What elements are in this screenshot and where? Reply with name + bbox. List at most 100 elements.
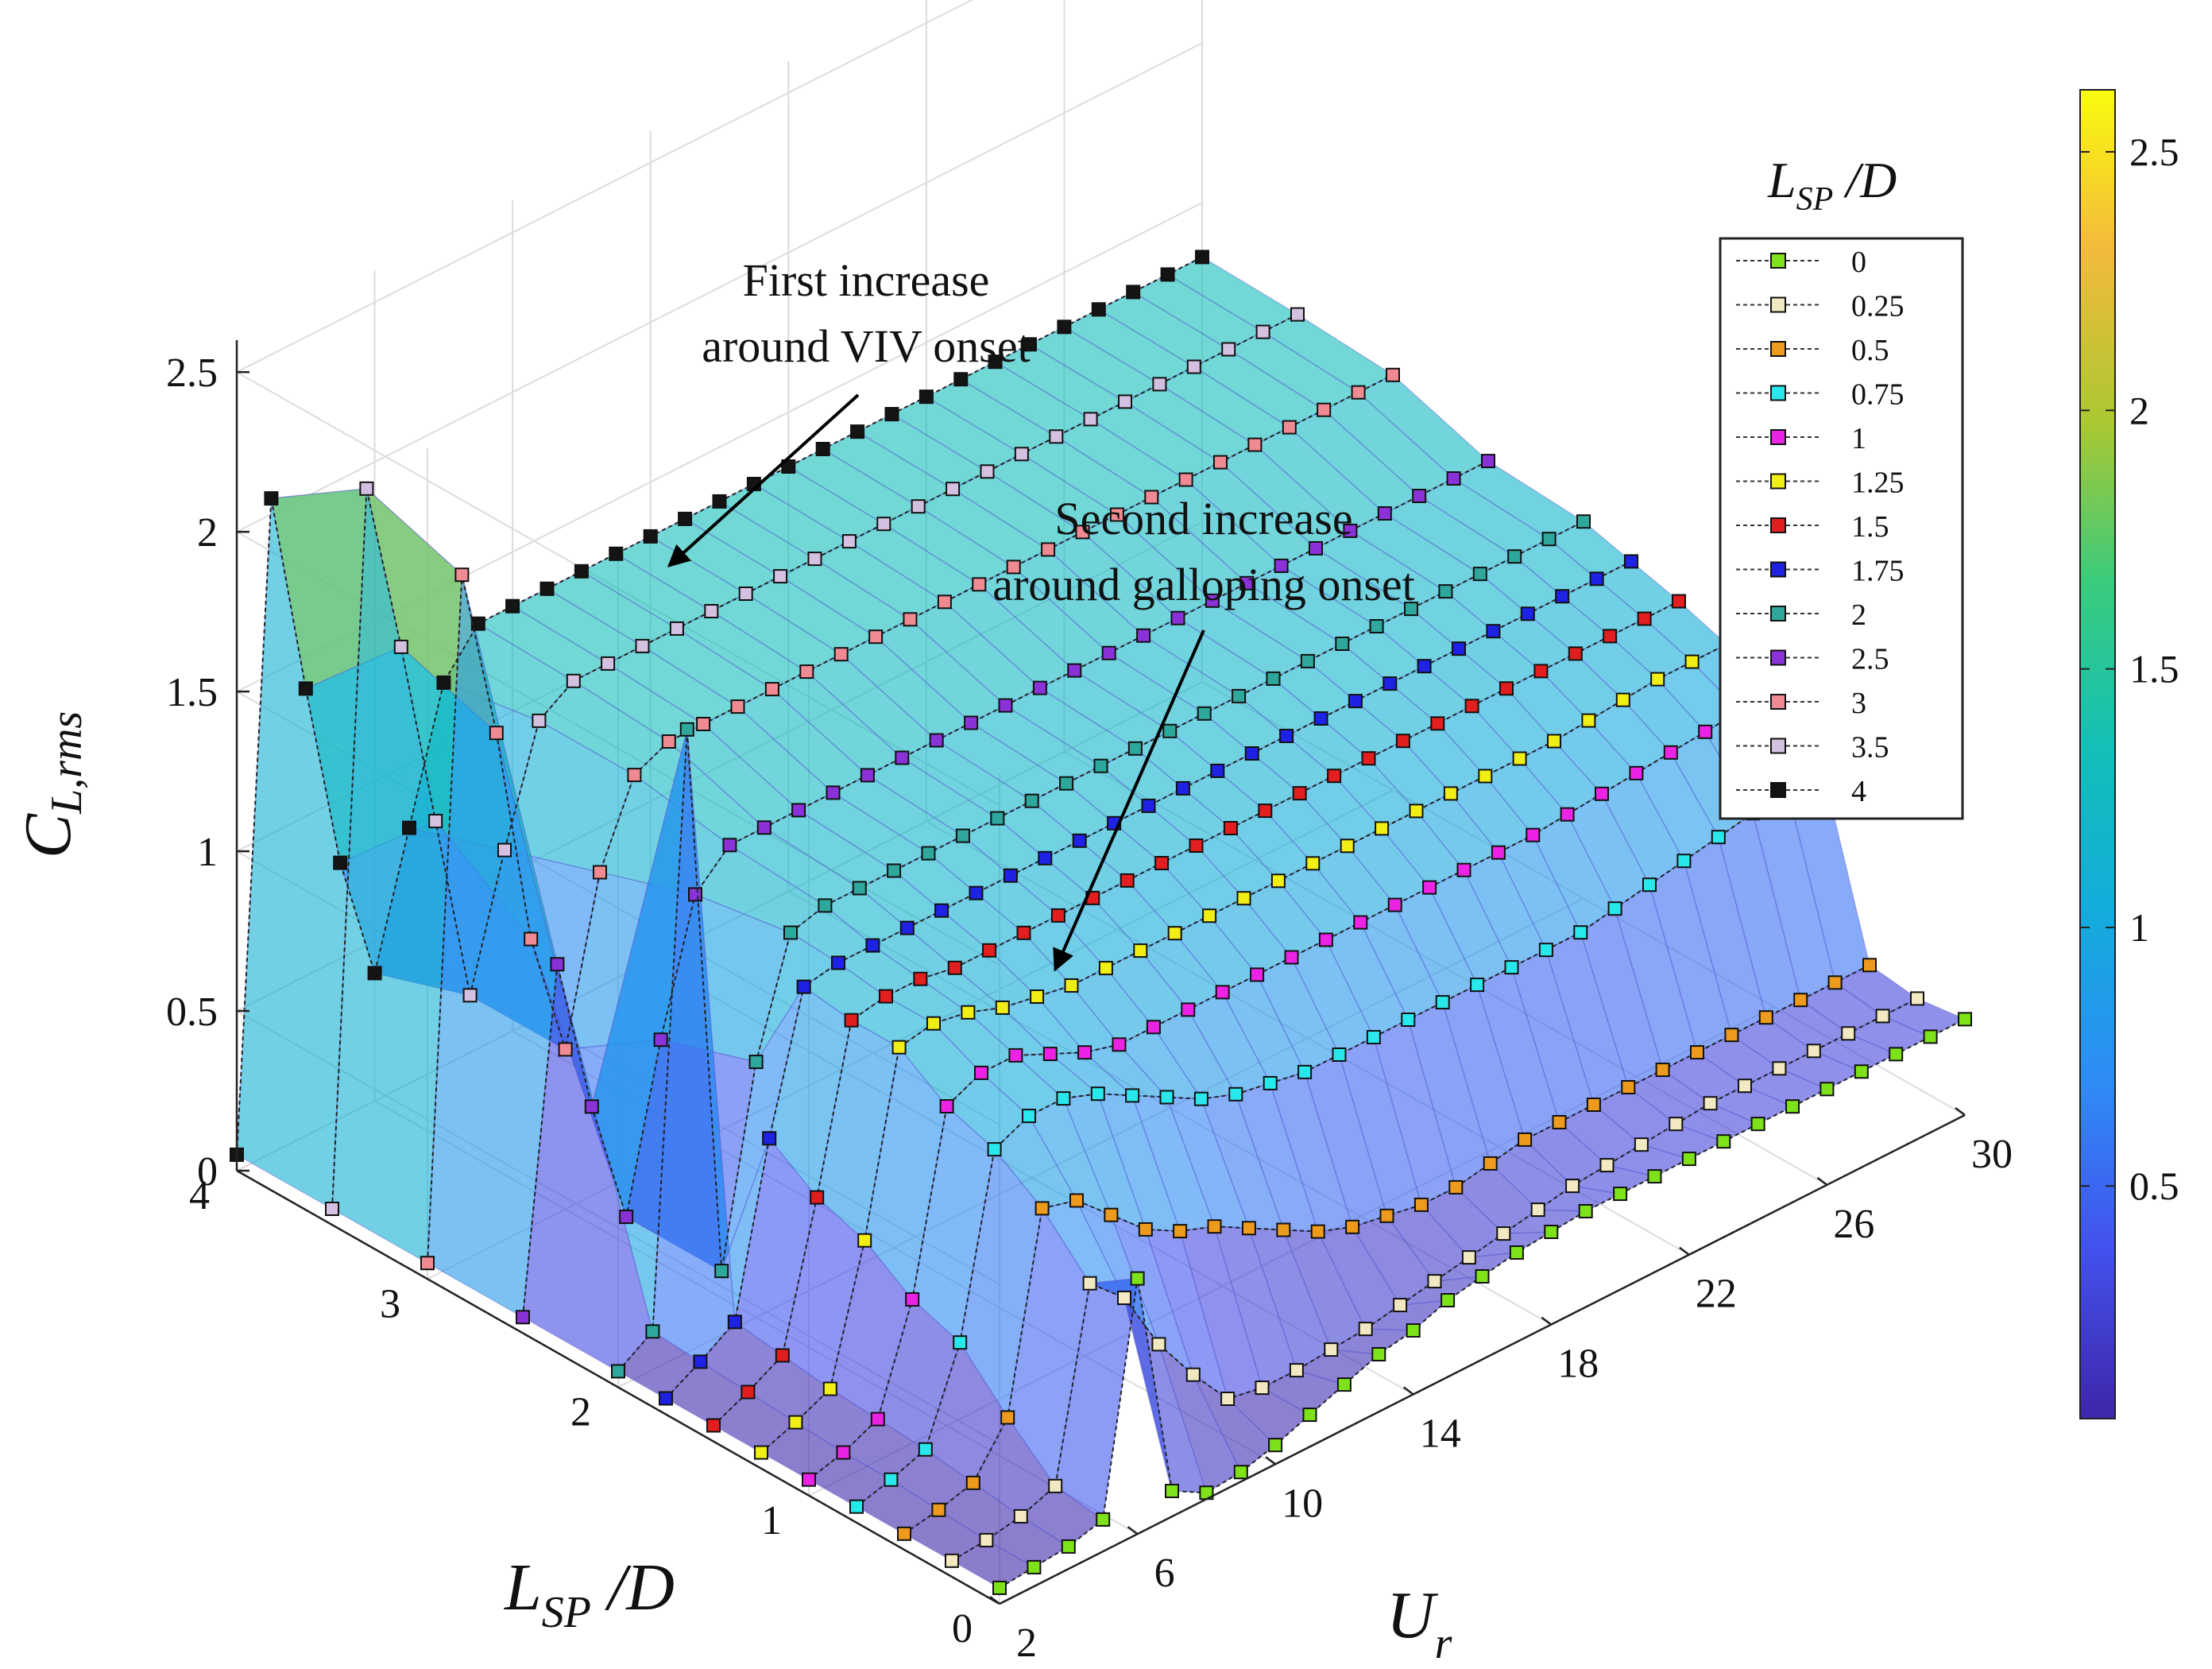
data-point [402,820,416,835]
legend-marker [1770,341,1786,357]
y-tick-label: 0 [952,1606,973,1652]
legend-title-suffix: /D [1833,152,1897,208]
data-point [852,881,867,896]
data-point [367,966,382,981]
data-point [836,1445,851,1460]
legend-label: 2 [1851,598,1866,632]
data-point [550,957,565,972]
data-point [1112,1037,1127,1052]
y-axis-label-suffix: /D [591,1551,675,1624]
data-point [802,1472,816,1487]
data-point [1263,1075,1278,1090]
data-point [1207,1219,1222,1234]
data-point [1057,319,1072,335]
data-point [964,715,979,730]
data-point [879,989,893,1004]
z-tick-label: 0.5 [166,989,218,1035]
data-point [1345,1219,1360,1234]
y-tick-label: 2 [570,1390,591,1435]
data-point [489,726,504,741]
series-line-2.5 [522,460,1489,1318]
data-point [1061,1539,1076,1554]
data-point [1533,664,1549,679]
data-point [1136,628,1151,643]
legend-label: 1 [1851,422,1866,455]
data-point [918,389,934,405]
data-point [264,491,279,506]
data-point [1417,659,1432,674]
data-point [1386,367,1400,382]
data-point [1270,873,1286,889]
data-point [643,529,658,544]
data-point [1032,680,1047,695]
data-point [1448,1179,1464,1195]
data-point [1504,960,1519,975]
data-point [961,1005,976,1020]
data-point [1481,454,1495,469]
data-point [1366,1030,1381,1044]
data-point [799,664,814,680]
data-point [678,511,693,526]
data-point [1268,1438,1283,1453]
legend-marker [1770,473,1786,490]
colorbar-gradient [2079,89,2116,1419]
data-point [995,1000,1010,1015]
data-point [945,1553,959,1568]
data-point [1324,1342,1339,1357]
data-point [1452,641,1466,656]
annotation-first-line2: around VIV onset [702,320,1030,372]
data-point [727,1315,742,1330]
data-point [730,699,745,714]
data-point [931,1502,946,1517]
data-point [1170,610,1185,625]
data-point [1772,1061,1787,1076]
data-point [574,563,589,579]
data-point [1310,1224,1325,1239]
colorbar-tick-label: 2.5 [2129,130,2179,174]
data-point [1406,1323,1421,1338]
data-point [891,1040,907,1055]
legend-label: 1.25 [1851,467,1905,500]
legend-label: 1.75 [1851,555,1905,588]
data-point [1491,845,1506,860]
series-line-1.25 [760,643,1727,1454]
data-point [1353,915,1368,930]
annotation-second-arrow [1053,629,1205,972]
series-line-1.75 [665,560,1632,1400]
data-point [762,1131,777,1146]
data-point [905,1292,920,1307]
data-point [1297,1064,1313,1079]
data-point [470,616,485,631]
data-point [1375,821,1390,836]
data-point [1317,402,1332,417]
data-point [1358,1322,1373,1337]
data-point [1003,868,1018,883]
data-point [1409,804,1424,819]
data-point [850,424,865,440]
data-point [979,1532,994,1547]
data-point [693,1354,708,1369]
data-point [868,629,884,645]
data-point [946,482,961,497]
legend-marker [1770,296,1786,313]
data-point [937,594,952,610]
data-point [1120,873,1135,888]
data-point [1576,514,1591,529]
data-point [980,464,995,479]
data-point [1672,594,1686,609]
data-point [870,1411,885,1427]
annotation-first-arrow [667,393,860,567]
data-point [532,713,547,728]
data-point [1167,926,1182,941]
data-point [722,838,737,853]
data-point [844,1013,859,1028]
data-point [1595,786,1609,801]
data-point [998,698,1013,713]
data-point [645,1324,660,1339]
data-point [1189,838,1204,853]
data-point [1507,549,1522,564]
data-point [1090,1086,1105,1102]
colorbar: 0.5 1 1.5 2 2.5 [2079,89,2179,1419]
data-point [1220,1392,1236,1406]
